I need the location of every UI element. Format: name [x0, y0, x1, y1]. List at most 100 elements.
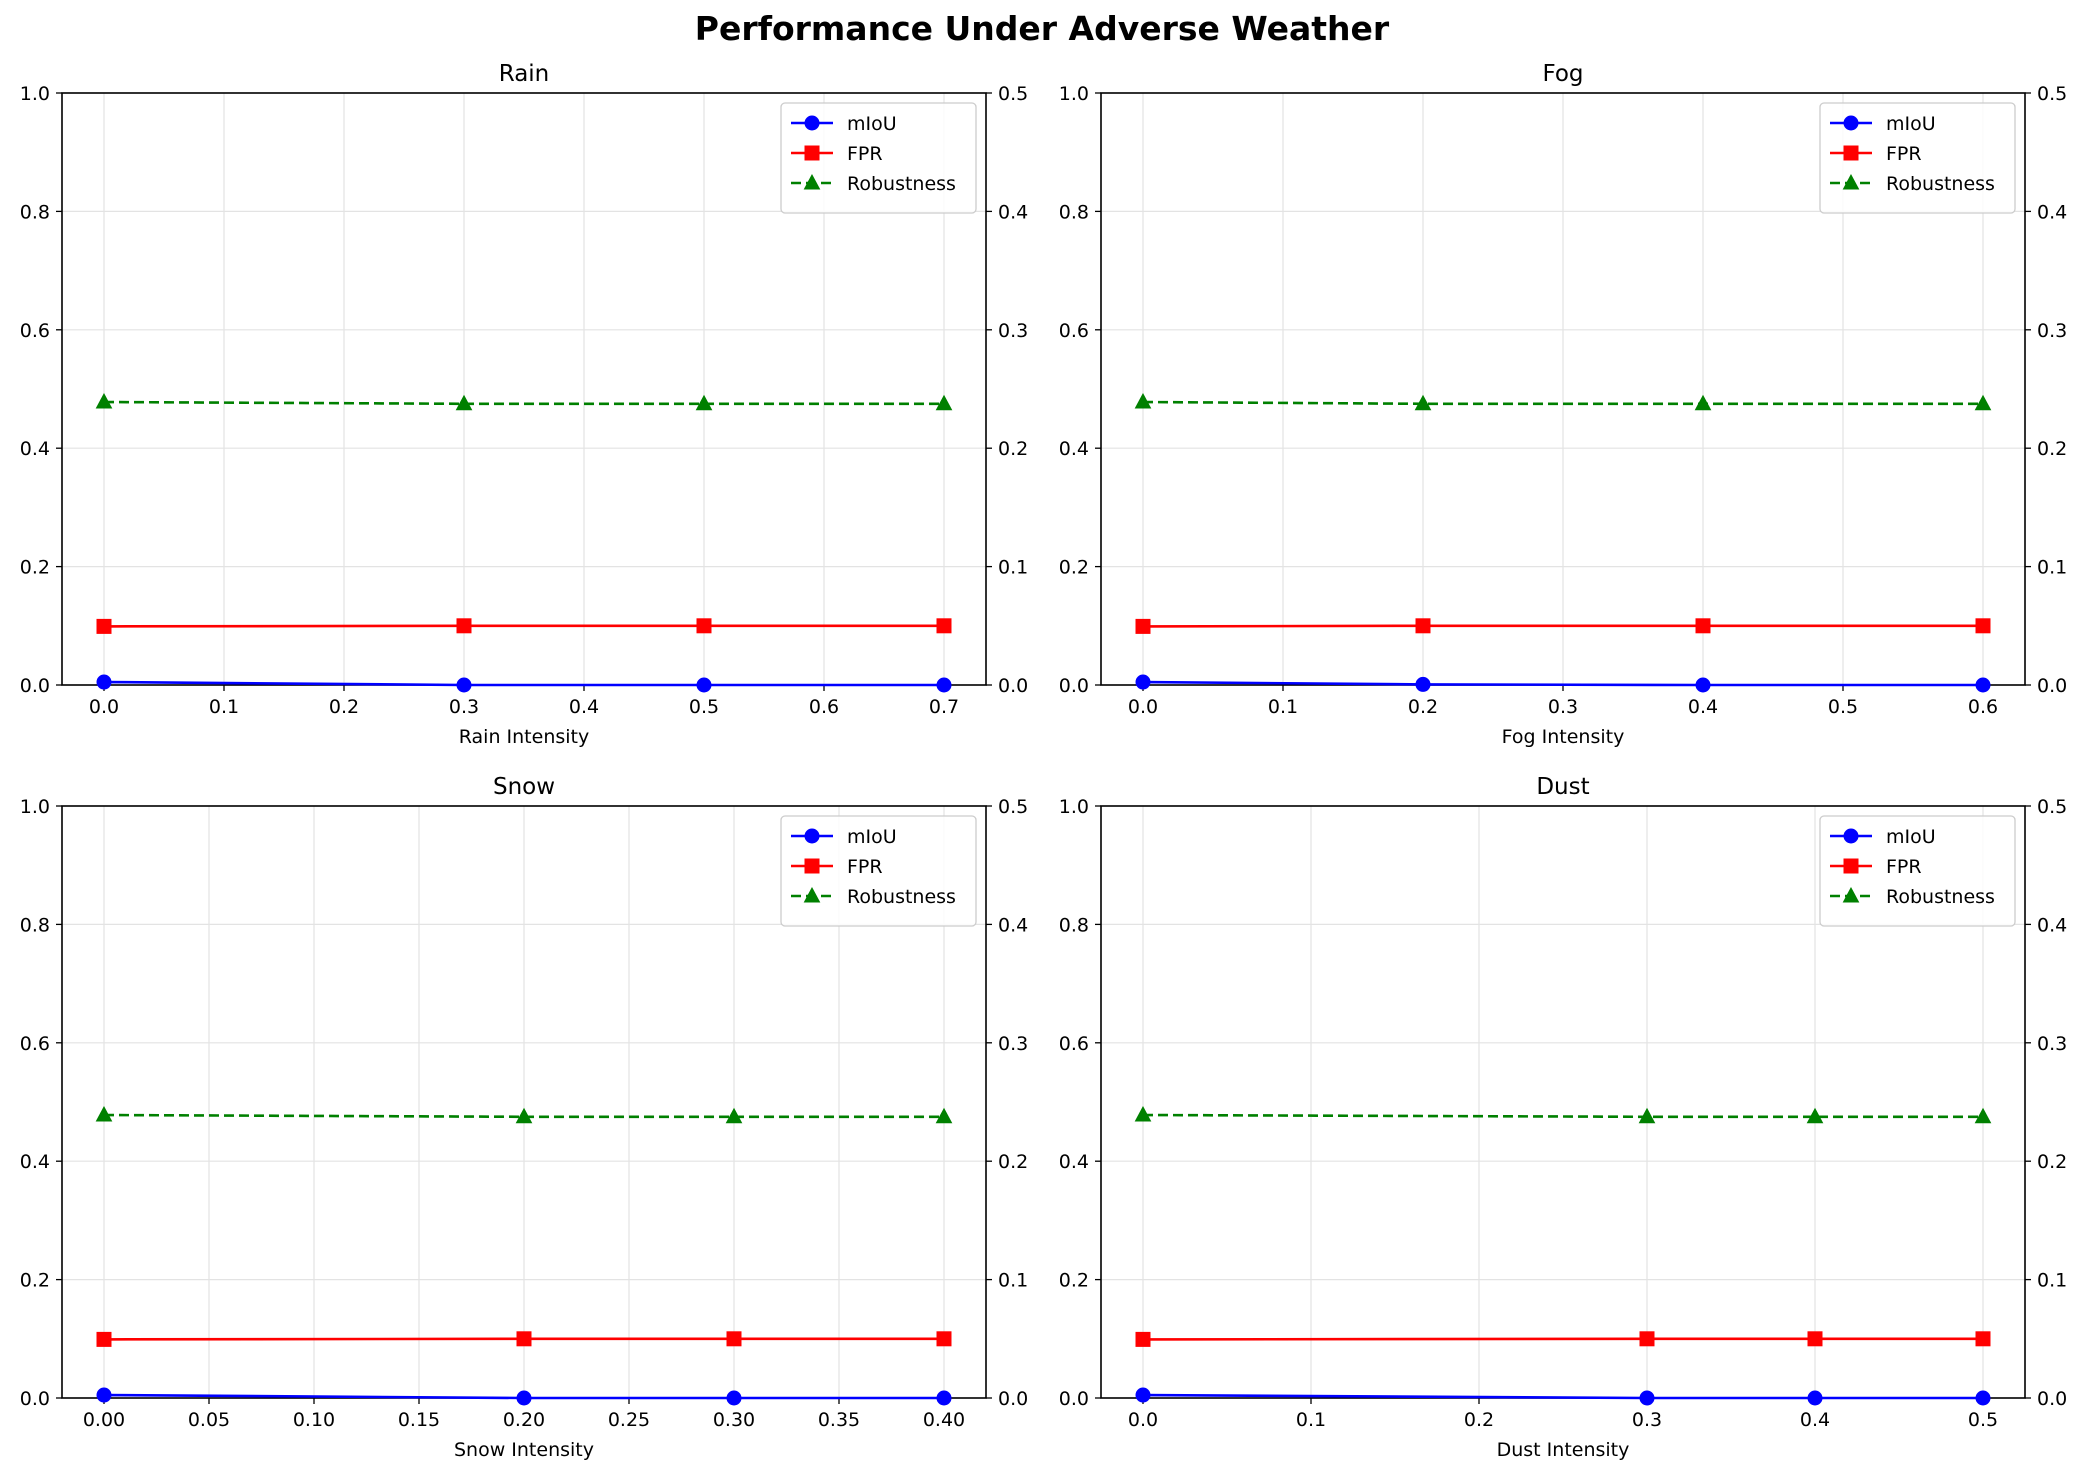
y-tick-label-right: 0.5 [998, 83, 1028, 105]
data-point-fpr [1135, 1331, 1151, 1347]
y-tick-label-left: 0.6 [1059, 1033, 1089, 1055]
legend-label: Robustness [847, 173, 956, 195]
series-line-fpr [103, 624, 944, 628]
legend-label: FPR [1886, 856, 1922, 878]
x-tick-label: 0.5 [689, 696, 719, 718]
data-point-miou [516, 1390, 532, 1406]
y-tick-label-left: 0.4 [20, 1151, 50, 1173]
legend-marker-miou [804, 115, 820, 131]
y-tick-label-left: 0.0 [20, 1388, 50, 1410]
x-tick-label: 0.6 [809, 696, 839, 718]
data-point-miou [936, 1390, 952, 1406]
legend-marker-robustness [1842, 173, 1860, 190]
x-tick-label: 0.5 [1968, 1409, 1998, 1431]
y-tick-label-left: 0.2 [20, 1270, 50, 1292]
y-tick-label-left: 0.8 [1059, 201, 1089, 223]
data-point-robustness [1806, 1107, 1824, 1124]
series-miou [1135, 674, 1991, 693]
data-point-robustness [1414, 394, 1432, 411]
legend: mIoU FPR Robustness [1819, 102, 2016, 214]
y-tick-label-right: 0.0 [998, 675, 1028, 697]
x-tick-label: 0.1 [1268, 696, 1298, 718]
y-tick-label-left: 0.2 [20, 557, 50, 579]
y-tick-label-left: 0.2 [1059, 557, 1089, 579]
x-tick-label: 0.3 [1548, 696, 1578, 718]
legend-marker-fpr [1843, 145, 1859, 161]
series-miou [96, 674, 952, 693]
x-tick-label: 0.0 [1128, 696, 1158, 718]
legend-label: FPR [847, 856, 883, 878]
x-tick-label: 0.4 [1688, 696, 1718, 718]
x-tick-label: 0.6 [1968, 696, 1998, 718]
data-point-fpr [516, 1331, 532, 1347]
x-tick-label: 0.3 [1632, 1409, 1662, 1431]
x-tick-label: 0.2 [329, 696, 359, 718]
x-tick-label: 0.5 [1828, 696, 1858, 718]
data-point-fpr [96, 1331, 112, 1347]
series-robustness [1134, 392, 1992, 411]
data-point-miou [456, 677, 472, 693]
series-robustness [95, 1105, 953, 1124]
data-point-robustness [455, 394, 473, 411]
x-tick-label: 0.2 [1464, 1409, 1494, 1431]
y-tick-label-left: 0.4 [20, 438, 50, 460]
y-tick-label-right: 0.4 [998, 201, 1028, 223]
data-point-miou [1415, 676, 1431, 692]
series-miou [1135, 1387, 1991, 1406]
data-point-miou [1639, 1390, 1655, 1406]
legend: mIoU FPR Robustness [780, 102, 977, 214]
legend-marker-fpr [1843, 858, 1859, 874]
legend-label: mIoU [847, 826, 897, 848]
y-tick-label-right: 0.1 [2037, 557, 2067, 579]
y-tick-label-right: 0.2 [998, 1151, 1028, 1173]
data-point-fpr [1135, 618, 1151, 634]
data-point-robustness [695, 394, 713, 411]
y-tick-label-right: 0.4 [998, 914, 1028, 936]
x-tick-label: 0.35 [818, 1409, 860, 1431]
x-tick-label: 0.0 [89, 696, 119, 718]
y-tick-label-right: 0.3 [2037, 1033, 2067, 1055]
data-point-fpr [696, 618, 712, 634]
y-tick-label-left: 0.6 [1059, 320, 1089, 342]
y-tick-label-right: 0.4 [2037, 914, 2067, 936]
legend-label: FPR [847, 143, 883, 165]
y-tick-label-right: 0.3 [998, 1033, 1028, 1055]
series-robustness [95, 392, 953, 411]
y-tick-label-right: 0.0 [2037, 675, 2067, 697]
legend-box [1819, 102, 2016, 214]
legend-label: mIoU [1886, 826, 1936, 848]
y-tick-label-right: 0.0 [998, 1388, 1028, 1410]
subplot-snow: 0.00 0.05 0.10 0.15 0.20 0.25 0.30 0.35 0.40 0.0 0… [20, 774, 1028, 1461]
series-line-fpr [1142, 624, 1983, 628]
x-tick-label: 0.7 [929, 696, 959, 718]
y-tick-label-right: 0.3 [998, 320, 1028, 342]
y-tick-label-right: 0.2 [2037, 438, 2067, 460]
x-tick-label: 0.4 [1800, 1409, 1830, 1431]
y-tick-label-right: 0.2 [998, 438, 1028, 460]
y-tick-label-left: 0.0 [20, 675, 50, 697]
data-point-fpr [936, 1331, 952, 1347]
data-point-miou [96, 1387, 112, 1403]
legend-label: Robustness [847, 886, 956, 908]
data-point-fpr [456, 618, 472, 634]
x-tick-label: 0.30 [713, 1409, 755, 1431]
legend-marker-miou [1843, 115, 1859, 131]
data-point-robustness [1974, 1107, 1992, 1124]
legend-label: mIoU [847, 113, 897, 135]
y-tick-label-left: 0.0 [1059, 675, 1089, 697]
legend-marker-robustness [1842, 886, 1860, 903]
y-tick-label-right: 0.1 [998, 1270, 1028, 1292]
series-line-robustness [103, 400, 944, 406]
y-tick-label-left: 0.4 [1059, 1151, 1089, 1173]
y-tick-label-left: 0.8 [1059, 914, 1089, 936]
x-tick-label: 0.05 [188, 1409, 230, 1431]
y-tick-label-right: 0.5 [998, 796, 1028, 818]
y-tick-label-left: 1.0 [20, 796, 50, 818]
data-point-robustness [1638, 1107, 1656, 1124]
series-line-fpr [1142, 1337, 1983, 1341]
series-robustness [1134, 1105, 1992, 1124]
x-tick-label: 0.4 [569, 696, 599, 718]
series-fpr [1135, 618, 1991, 634]
